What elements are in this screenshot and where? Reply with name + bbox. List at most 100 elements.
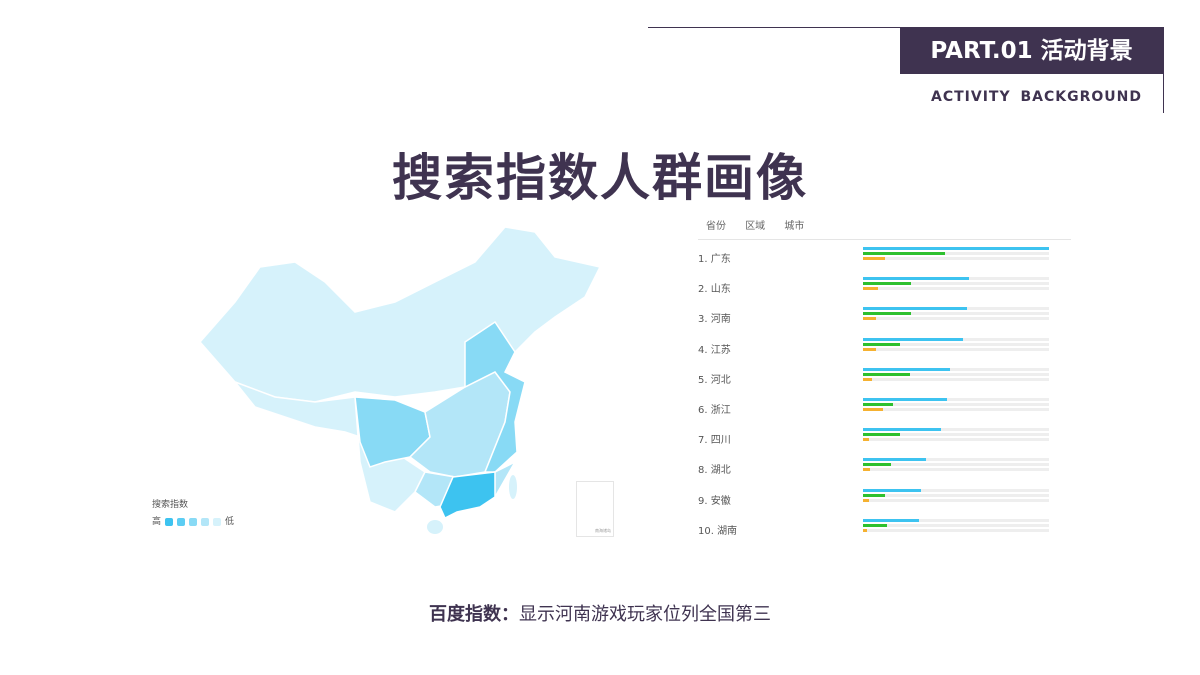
bar-track (863, 488, 1049, 492)
ranking-bars (863, 367, 1049, 383)
caption-label: 百度指数： (429, 604, 519, 625)
ranking-label: 1. 广东 (698, 254, 731, 265)
bar-blue (863, 367, 951, 371)
header-line (648, 27, 1164, 28)
bar-blue (863, 428, 942, 432)
page-title: 搜索指数人群画像 (392, 149, 808, 207)
ranking-bars (863, 488, 1049, 504)
bar-track (863, 493, 1049, 497)
bar-track (863, 317, 1049, 321)
bar-track (863, 342, 1049, 346)
ranking-tabs: 省份 区域 城市 (706, 217, 820, 232)
bar-track (863, 372, 1049, 376)
bar-blue (863, 398, 947, 401)
section-subtitle: ACTIVITY BACKGROUND (931, 89, 1142, 105)
bar-blue (863, 277, 970, 281)
ranking-label: 10. 湖南 (698, 525, 738, 537)
ranking-label: 9. 安徽 (698, 495, 731, 507)
divider (698, 239, 1071, 240)
ranking-bars (863, 398, 1049, 413)
map-region-guangdong (439, 471, 496, 520)
bar-green (863, 282, 912, 286)
bar-orange (863, 347, 877, 351)
ranking-row: 8. 湖北 (698, 458, 1071, 478)
bar-track (863, 433, 1049, 437)
bar-green (863, 433, 901, 437)
bar-track (863, 277, 1049, 281)
ranking-row: 2. 山东 (698, 277, 1071, 297)
bar-track (863, 312, 1049, 316)
legend-swatch (213, 517, 222, 526)
bar-track (863, 347, 1049, 351)
ranking-bars (863, 428, 1049, 443)
bar-track (863, 337, 1049, 341)
bar-track (863, 523, 1049, 527)
bar-blue (863, 247, 1049, 250)
legend-swatch (165, 517, 174, 526)
map-region-north (199, 226, 602, 403)
header-vline (1163, 27, 1164, 113)
tab-region[interactable]: 区域 (745, 221, 766, 232)
ranking-label: 6. 浙江 (698, 405, 731, 416)
ranking-label: 7. 四川 (698, 435, 731, 447)
bar-track (863, 257, 1049, 260)
bar-track (863, 247, 1049, 250)
map-region-hainan (427, 520, 443, 534)
bar-track (863, 528, 1049, 532)
bar-track (863, 403, 1049, 406)
bar-track (863, 287, 1049, 291)
bar-track (863, 518, 1049, 522)
ranking-row: 5. 河北 (698, 367, 1071, 388)
bar-green (863, 372, 910, 376)
ranking-bars (863, 458, 1049, 473)
south-sea-inset: 南海诸岛 (576, 481, 614, 537)
bar-track (863, 367, 1049, 371)
bar-orange (863, 377, 873, 381)
legend-low: 低 (225, 517, 235, 527)
bar-orange (863, 438, 869, 442)
bar-green (863, 252, 945, 255)
legend-swatch (201, 517, 210, 526)
legend-swatches (165, 517, 225, 527)
legend-swatch (189, 517, 198, 526)
bar-track (863, 252, 1049, 255)
ranking-label: 4. 江苏 (698, 344, 731, 356)
ranking-row: 10. 湖南 (698, 518, 1071, 539)
bar-orange (863, 498, 869, 502)
bar-track (863, 408, 1049, 411)
tab-city[interactable]: 城市 (784, 221, 805, 232)
ranking-label: 8. 湖北 (698, 465, 731, 477)
bar-track (863, 463, 1049, 467)
ranking-row: 6. 浙江 (698, 398, 1071, 418)
caption-text: 显示河南游戏玩家位列全国第三 (519, 604, 771, 625)
ranking-label: 3. 河南 (698, 314, 731, 326)
ranking-row: 1. 广东 (698, 247, 1071, 267)
ranking-bars (863, 307, 1049, 322)
bar-orange (863, 408, 884, 411)
ranking-row: 3. 河南 (698, 307, 1071, 327)
ranking-bars (863, 337, 1049, 353)
ranking-row: 7. 四川 (698, 428, 1071, 448)
bar-track (863, 458, 1049, 462)
ranking-label: 2. 山东 (698, 284, 731, 296)
caption: 百度指数：显示河南游戏玩家位列全国第三 (0, 600, 1200, 626)
bar-track (863, 498, 1049, 502)
ranking-bars (863, 247, 1049, 262)
bar-orange (863, 528, 867, 532)
bar-track (863, 438, 1049, 442)
tab-province[interactable]: 省份 (706, 221, 726, 232)
section-badge: PART.01 活动背景 (900, 28, 1163, 74)
bar-orange (863, 287, 878, 291)
bar-green (863, 342, 901, 346)
bar-blue (863, 337, 964, 341)
bar-track (863, 377, 1049, 381)
china-map (199, 226, 602, 534)
bar-blue (863, 518, 919, 522)
bar-blue (863, 488, 921, 492)
legend-title: 搜索指数 (152, 500, 189, 510)
bar-blue (863, 307, 968, 311)
legend-swatch (177, 517, 186, 526)
bar-track (863, 282, 1049, 286)
ranking-row: 4. 江苏 (698, 337, 1071, 358)
ranking-label: 5. 河北 (698, 374, 731, 386)
